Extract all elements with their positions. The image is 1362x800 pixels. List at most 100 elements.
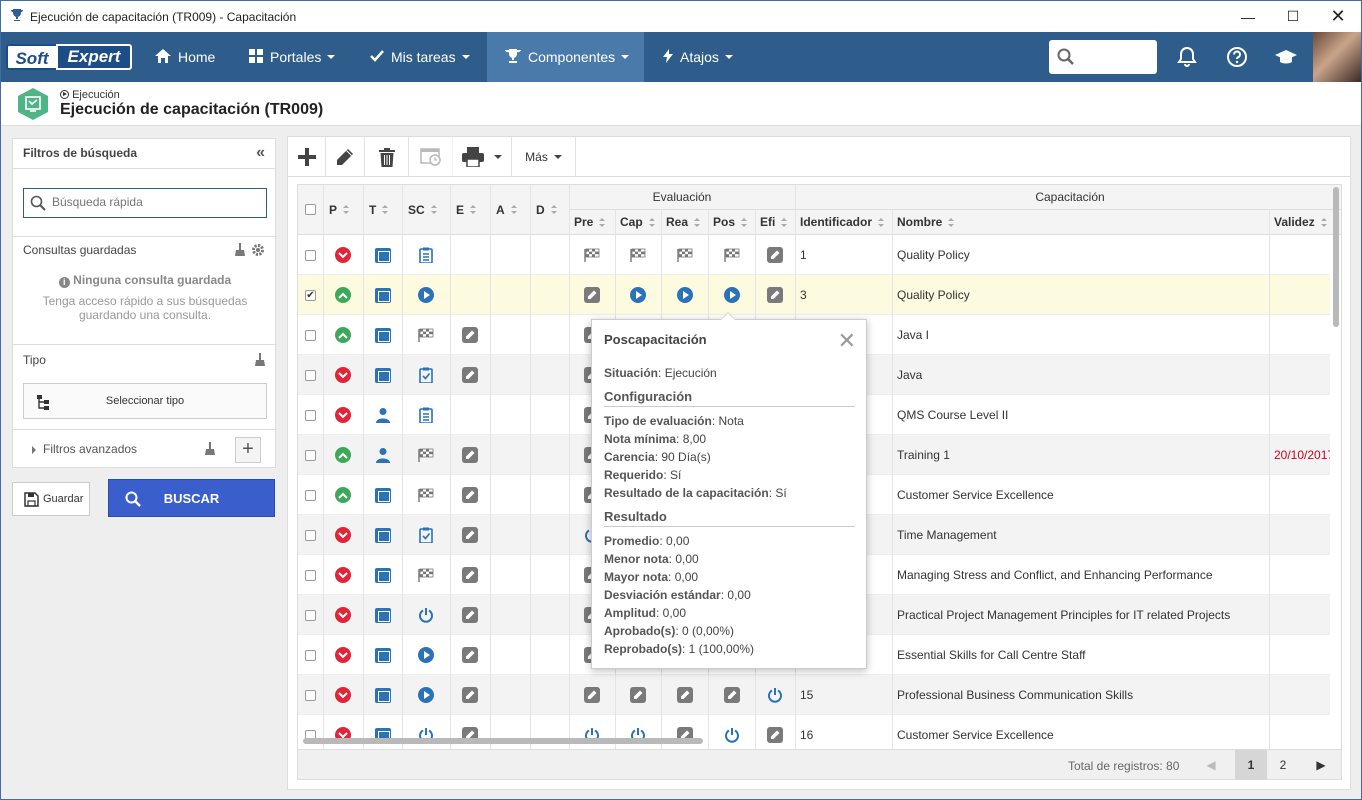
column-header-cap[interactable]: Cap <box>615 210 661 235</box>
broom-icon[interactable] <box>233 243 247 257</box>
row-cell-e[interactable] <box>450 715 490 749</box>
next-page-button[interactable]: ▶ <box>1316 758 1326 772</box>
row-cell-e[interactable] <box>450 555 490 595</box>
column-header-a[interactable]: A <box>490 185 530 235</box>
row-cell-p[interactable] <box>323 595 363 635</box>
row-cell-cap[interactable] <box>615 715 661 749</box>
row-cell-t[interactable] <box>363 635 402 675</box>
row-cell-p[interactable] <box>323 675 363 715</box>
advanced-filters-toggle[interactable]: Filtros avanzados <box>43 442 138 456</box>
column-header-identificador[interactable]: Identificador <box>795 210 892 235</box>
row-cell-sc[interactable] <box>402 635 450 675</box>
page-1-button[interactable]: 1 <box>1235 750 1267 780</box>
column-header-d[interactable]: D <box>530 185 569 235</box>
select-all-header[interactable] <box>298 185 323 235</box>
chevron-right-icon[interactable] <box>32 446 36 454</box>
row-cell-e[interactable] <box>450 395 490 435</box>
row-cell-p[interactable] <box>323 235 363 275</box>
row-cell-sc[interactable] <box>402 435 450 475</box>
row-cell-t[interactable] <box>363 515 402 555</box>
column-header-t[interactable]: T <box>363 185 402 235</box>
edit-button[interactable] <box>326 137 365 177</box>
help-icon[interactable] <box>1225 45 1249 69</box>
collapse-icon[interactable]: « <box>256 144 265 161</box>
row-checkbox[interactable] <box>305 249 316 261</box>
column-header-efi[interactable]: Efi <box>755 210 795 235</box>
row-cell-sc[interactable] <box>402 715 450 749</box>
row-cell-t[interactable] <box>363 715 402 749</box>
row-cell-e[interactable] <box>450 235 490 275</box>
column-header-pos[interactable]: Pos <box>708 210 755 235</box>
row-cell-pre[interactable] <box>569 235 615 275</box>
row-cell-efi[interactable] <box>755 675 795 715</box>
row-cell-rea[interactable] <box>661 235 708 275</box>
softexpert-logo[interactable]: Soft Expert <box>6 44 132 70</box>
row-cell-pre[interactable] <box>569 675 615 715</box>
broom-icon[interactable] <box>253 353 267 367</box>
row-cell-sc[interactable] <box>402 595 450 635</box>
row-checkbox[interactable] <box>305 329 316 341</box>
row-checkbox[interactable] <box>305 649 316 661</box>
user-avatar[interactable] <box>1313 32 1361 82</box>
row-cell-p[interactable] <box>323 355 363 395</box>
nav-portales[interactable]: Portales <box>235 32 350 82</box>
row-cell-sc[interactable] <box>402 315 450 355</box>
add-button[interactable] <box>288 137 326 177</box>
column-header-rea[interactable]: Rea <box>661 210 708 235</box>
row-cell-t[interactable] <box>363 235 402 275</box>
row-cell-sc[interactable] <box>402 395 450 435</box>
quick-search-input[interactable] <box>52 195 262 209</box>
row-cell-p[interactable] <box>323 715 363 749</box>
row-cell-pos[interactable] <box>708 675 755 715</box>
row-cell-t[interactable] <box>363 435 402 475</box>
select-type-button[interactable]: Seleccionar tipo <box>23 383 267 419</box>
bell-icon[interactable] <box>1175 45 1199 69</box>
row-cell-pos[interactable] <box>708 275 755 315</box>
column-header-p[interactable]: P <box>323 185 363 235</box>
row-cell-pre[interactable] <box>569 715 615 749</box>
row-cell-p[interactable] <box>323 395 363 435</box>
row-cell-rea[interactable] <box>661 715 708 749</box>
delete-button[interactable] <box>365 137 409 177</box>
table-row[interactable]: Essential Skills for Call Centre Staff <box>298 635 1330 675</box>
breadcrumb[interactable]: Ejecución <box>60 89 120 101</box>
row-cell-p[interactable] <box>323 275 363 315</box>
row-cell-p[interactable] <box>323 315 363 355</box>
row-cell-pre[interactable] <box>569 275 615 315</box>
row-checkbox[interactable] <box>305 369 316 381</box>
page-2-button[interactable]: 2 <box>1279 758 1287 772</box>
column-header-nombre[interactable]: Nombre <box>892 210 1269 235</box>
row-cell-p[interactable] <box>323 635 363 675</box>
row-cell-t[interactable] <box>363 355 402 395</box>
minimize-button[interactable]: — <box>1241 8 1255 25</box>
row-cell-t[interactable] <box>363 475 402 515</box>
select-all-checkbox[interactable] <box>305 204 316 215</box>
row-cell-efi[interactable] <box>755 715 795 749</box>
row-cell-sc[interactable] <box>402 555 450 595</box>
row-cell-e[interactable] <box>450 315 490 355</box>
row-cell-rea[interactable] <box>661 675 708 715</box>
table-row[interactable]: 1 Quality Policy <box>298 235 1330 275</box>
graduation-cap-icon[interactable] <box>1274 45 1298 69</box>
row-cell-sc[interactable] <box>402 275 450 315</box>
row-cell-p[interactable] <box>323 555 363 595</box>
row-cell-t[interactable] <box>363 395 402 435</box>
row-cell-t[interactable] <box>363 595 402 635</box>
column-header-pre[interactable]: Pre <box>569 210 615 235</box>
quick-search-field[interactable] <box>23 188 267 218</box>
row-checkbox[interactable] <box>305 609 316 621</box>
row-cell-sc[interactable] <box>402 475 450 515</box>
row-cell-efi[interactable] <box>755 235 795 275</box>
row-cell-e[interactable] <box>450 275 490 315</box>
row-cell-t[interactable] <box>363 315 402 355</box>
row-checkbox[interactable] <box>305 689 316 701</box>
search-button[interactable]: BUSCAR <box>108 479 275 517</box>
close-button[interactable]: ✕ <box>1330 6 1346 26</box>
print-button[interactable] <box>453 137 512 177</box>
nav-mis-tareas[interactable]: Mis tareas <box>356 32 486 82</box>
row-cell-t[interactable] <box>363 555 402 595</box>
row-cell-p[interactable] <box>323 515 363 555</box>
row-cell-cap[interactable] <box>615 275 661 315</box>
row-cell-sc[interactable] <box>402 235 450 275</box>
save-query-button[interactable]: Guardar <box>12 482 90 516</box>
